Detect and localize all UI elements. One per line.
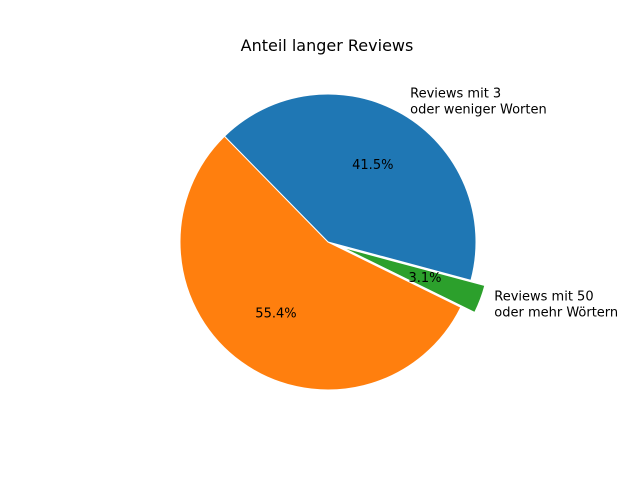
pie-category-label-0: Reviews mit 3 oder weniger Worten bbox=[410, 86, 547, 117]
pie-slices bbox=[179, 93, 486, 391]
pie-slice-1 bbox=[179, 135, 462, 391]
pie-percent-label-2: 3.1% bbox=[408, 271, 441, 286]
pie-category-label-line: oder weniger Worten bbox=[410, 102, 547, 117]
pie-category-label-line: Reviews mit 50 bbox=[494, 289, 593, 304]
pie-percent-label-1: 55.4% bbox=[255, 306, 296, 321]
pie-percent-label-0: 41.5% bbox=[352, 158, 393, 173]
pie-category-label-2: Reviews mit 50 oder mehr Wörtern bbox=[494, 289, 618, 320]
pie-labels: 41.5% Reviews mit 3 oder weniger Worten 55.… bbox=[255, 86, 618, 321]
pie-slice-0 bbox=[223, 93, 477, 281]
pie-category-label-line: oder mehr Wörtern bbox=[494, 305, 618, 320]
chart-title: Anteil langer Reviews bbox=[241, 36, 414, 55]
pie-slice-2 bbox=[341, 246, 486, 313]
pie-category-label-line: Reviews mit 3 bbox=[410, 86, 501, 101]
